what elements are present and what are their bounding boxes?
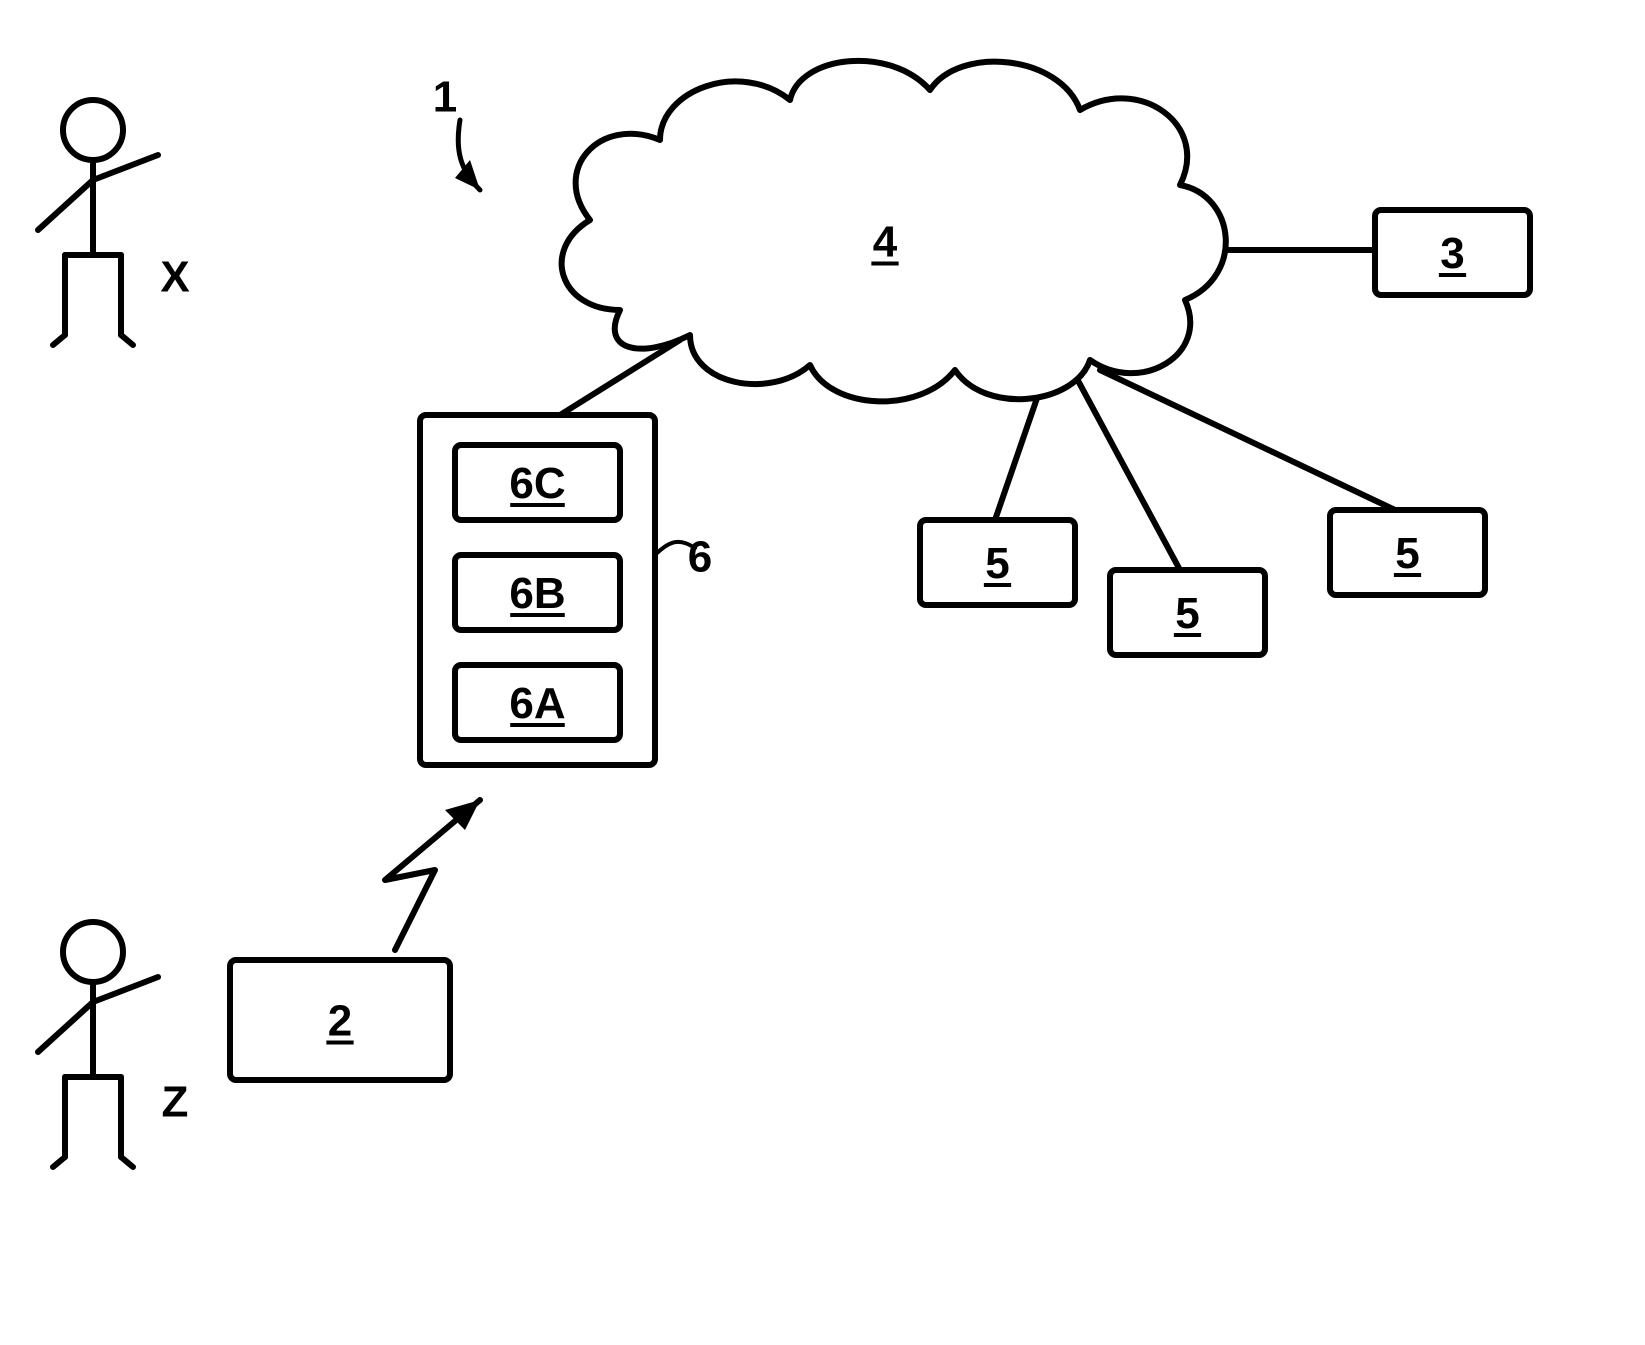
box-2-label: 2 <box>328 997 352 1046</box>
diagram-canvas: 4 3 6 6C 6B 6A 2 5 5 5 X Z 1 <box>0 0 1645 1345</box>
box-3-label: 3 <box>1440 229 1464 278</box>
box-6b-label: 6B <box>509 569 565 618</box>
person-x-label: X <box>160 253 189 302</box>
cloud-label: 4 <box>873 218 898 267</box>
person-z <box>38 922 158 1167</box>
box-6c-label: 6C <box>509 459 565 508</box>
box-6-side-label: 6 <box>688 533 712 582</box>
box-5b-label: 5 <box>1175 589 1199 638</box>
edge-cloud-6 <box>560 340 680 415</box>
person-z-label: Z <box>162 1078 189 1127</box>
callout-1-label: 1 <box>433 73 457 122</box>
edge-cloud-5c <box>1100 370 1395 510</box>
box-6a-label: 6A <box>509 679 565 728</box>
box-5a-label: 5 <box>985 539 1009 588</box>
edge-cloud-5b <box>1075 375 1180 570</box>
person-x <box>38 100 158 345</box>
callout-1-arrowhead <box>455 160 480 190</box>
box-5c-label: 5 <box>1395 529 1419 578</box>
